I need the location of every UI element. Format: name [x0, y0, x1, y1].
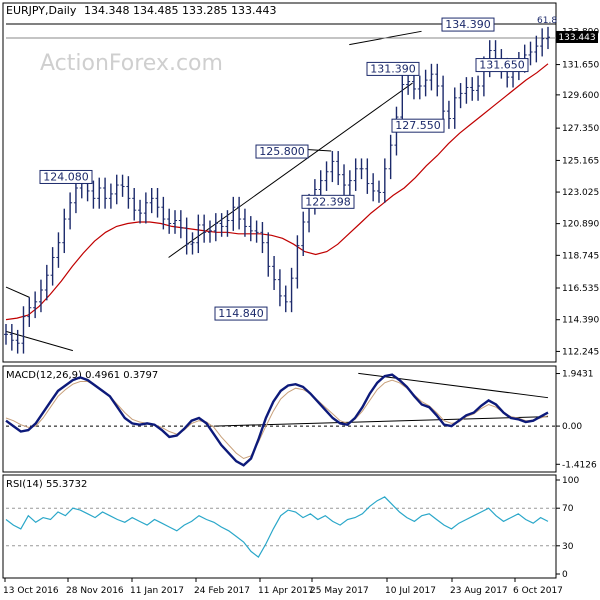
x-tick-label: 28 Nov 2016: [66, 586, 124, 596]
moving-average: [5, 63, 549, 321]
trendline: [5, 286, 30, 298]
main-y-tick-label: 118.745: [562, 251, 599, 261]
main-panel: EURJPY,Daily 134.348 134.485 133.285 133…: [2, 2, 599, 363]
rsi-panel: RSI(14) 55.3732 100 70 30 0: [2, 474, 579, 580]
macd-panel: MACD(12,26,9) 0.4961 0.3797 1.9431 0.00 -1…: [2, 365, 597, 473]
annotation-box: [475, 58, 529, 73]
annotation-label: 122.398: [305, 195, 351, 208]
x-tick-label: 23 Aug 2017: [450, 586, 508, 596]
rsi-y-tick-label: 100: [562, 476, 579, 486]
main-y-tick-label: 127.350: [562, 124, 599, 134]
x-tick-label: 13 Oct 2016: [3, 586, 59, 596]
macd-trendlines: [213, 372, 549, 427]
fib-label: 61.8: [537, 16, 557, 26]
x-tick-label: 6 Oct 2017: [513, 586, 563, 596]
annotation-label: 124.080: [43, 170, 89, 183]
last-price-tag: [556, 31, 598, 43]
price-annotations: 134.390 131.390 131.650 127.550 125.800 124.0…: [39, 17, 529, 321]
x-axis: 13 Oct 2016 28 Nov 2016 11 Jan 2017 24 Feb …: [3, 578, 563, 596]
macd-y-tick-label: 1.9431: [562, 370, 594, 380]
rsi-label: RSI(14) 55.3732: [6, 479, 87, 490]
macd-line: [5, 373, 549, 467]
annotation-box: [301, 194, 355, 209]
macd-trendline: [358, 372, 549, 399]
macd-label: MACD(12,26,9) 0.4961 0.3797: [6, 370, 158, 381]
x-tick-label: 11 Apr 2017: [258, 586, 314, 596]
rsi-panel-frame: [2, 474, 557, 579]
main-y-tick-label: 129.600: [562, 91, 599, 101]
annotation-label: 114.840: [218, 307, 264, 320]
rsi-series: [5, 496, 549, 558]
macd-panel-frame: [2, 365, 557, 473]
main-y-tick-label: 123.025: [562, 188, 599, 198]
rsi-y-axis: 100 70 30 0: [6, 476, 579, 580]
ma-line: [5, 63, 549, 321]
annotation-label: 131.650: [479, 59, 525, 72]
trendline: [168, 82, 413, 258]
main-title: EURJPY,Daily: [6, 4, 77, 17]
rsi-y-tick-label: 70: [562, 504, 574, 514]
macd-y-tick-label: -1.4126: [562, 460, 597, 470]
annotation-box: [441, 17, 495, 32]
annotation-box: [39, 169, 93, 184]
annotation-label: 131.390: [370, 62, 416, 75]
rsi-y-tick-label: 0: [562, 570, 568, 580]
annotation-box: [366, 61, 420, 76]
macd-y-axis: 1.9431 0.00 -1.4126: [6, 370, 597, 470]
main-y-tick-label: 125.165: [562, 156, 599, 166]
macd-trendline: [213, 416, 549, 427]
x-tick-label: 11 Jan 2017: [130, 586, 184, 596]
annotation-box: [255, 144, 309, 159]
x-tick-label: 25 May 2017: [310, 586, 369, 596]
main-y-tick-label: 120.890: [562, 220, 599, 230]
annotation-label: 127.550: [395, 119, 441, 132]
annotation-label: 125.800: [259, 145, 305, 158]
annotation-box: [214, 306, 268, 321]
main-y-tick-label: 112.245: [562, 347, 599, 357]
main-y-tick-label: 114.390: [562, 316, 599, 326]
watermark: ActionForex.com: [40, 51, 223, 76]
ohlc-readout: 134.348 134.485 133.285 133.443: [84, 4, 276, 17]
rsi-line: [5, 496, 549, 558]
main-y-tick-label: 116.535: [562, 284, 599, 294]
annotation-label: 134.390: [445, 18, 491, 31]
annotation-box: [391, 118, 445, 133]
macd-y-tick-label: 0.00: [562, 422, 582, 432]
x-tick-label: 10 Jul 2017: [385, 586, 436, 596]
macd-series: [5, 373, 549, 467]
main-panel-frame: [2, 2, 557, 363]
last-price-label: 133.443: [558, 33, 595, 43]
rsi-y-tick-label: 30: [562, 542, 574, 552]
x-tick-label: 24 Feb 2017: [194, 586, 250, 596]
main-y-tick-label: 131.650: [562, 61, 599, 71]
